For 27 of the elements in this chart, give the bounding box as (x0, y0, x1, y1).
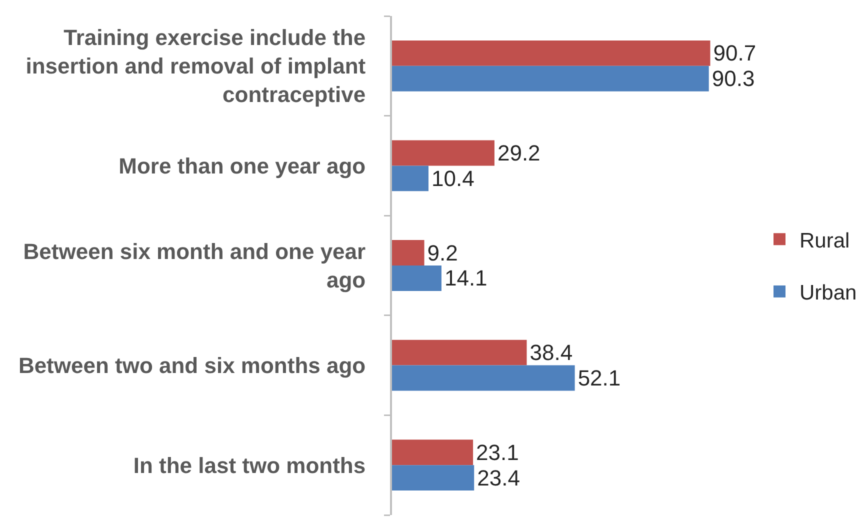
bar (392, 266, 442, 291)
bar (392, 66, 709, 92)
data-label: 14.1 (444, 266, 488, 291)
y-tick-label: Training exercise include the insertion and removal of implant contraceptive (26, 25, 366, 108)
bar (392, 340, 527, 366)
data-label: 23.4 (477, 465, 520, 490)
legend-label: Urban (799, 282, 857, 305)
y-tick-label: Between two and six months ago (18, 353, 366, 378)
bar (392, 465, 474, 491)
legend-label: Rural (799, 229, 850, 252)
y-tick-label: More than one year ago (118, 153, 366, 178)
y-tick-label: Between six month and one year ago (23, 238, 366, 292)
bar (392, 365, 575, 391)
bar (392, 140, 494, 166)
bar (392, 40, 710, 66)
bar (392, 440, 474, 466)
y-tick-label: In the last two months (133, 452, 366, 478)
data-label: 90.7 (713, 40, 756, 66)
data-label: 10.4 (431, 166, 474, 191)
data-label: 29.2 (497, 140, 540, 166)
data-label: 90.3 (712, 66, 755, 92)
data-label: 23.1 (476, 440, 519, 465)
data-label: 9.2 (427, 240, 458, 266)
data-label: 38.4 (530, 340, 573, 366)
bar (392, 240, 424, 266)
bar (392, 166, 428, 192)
data-label: 52.1 (578, 366, 621, 391)
